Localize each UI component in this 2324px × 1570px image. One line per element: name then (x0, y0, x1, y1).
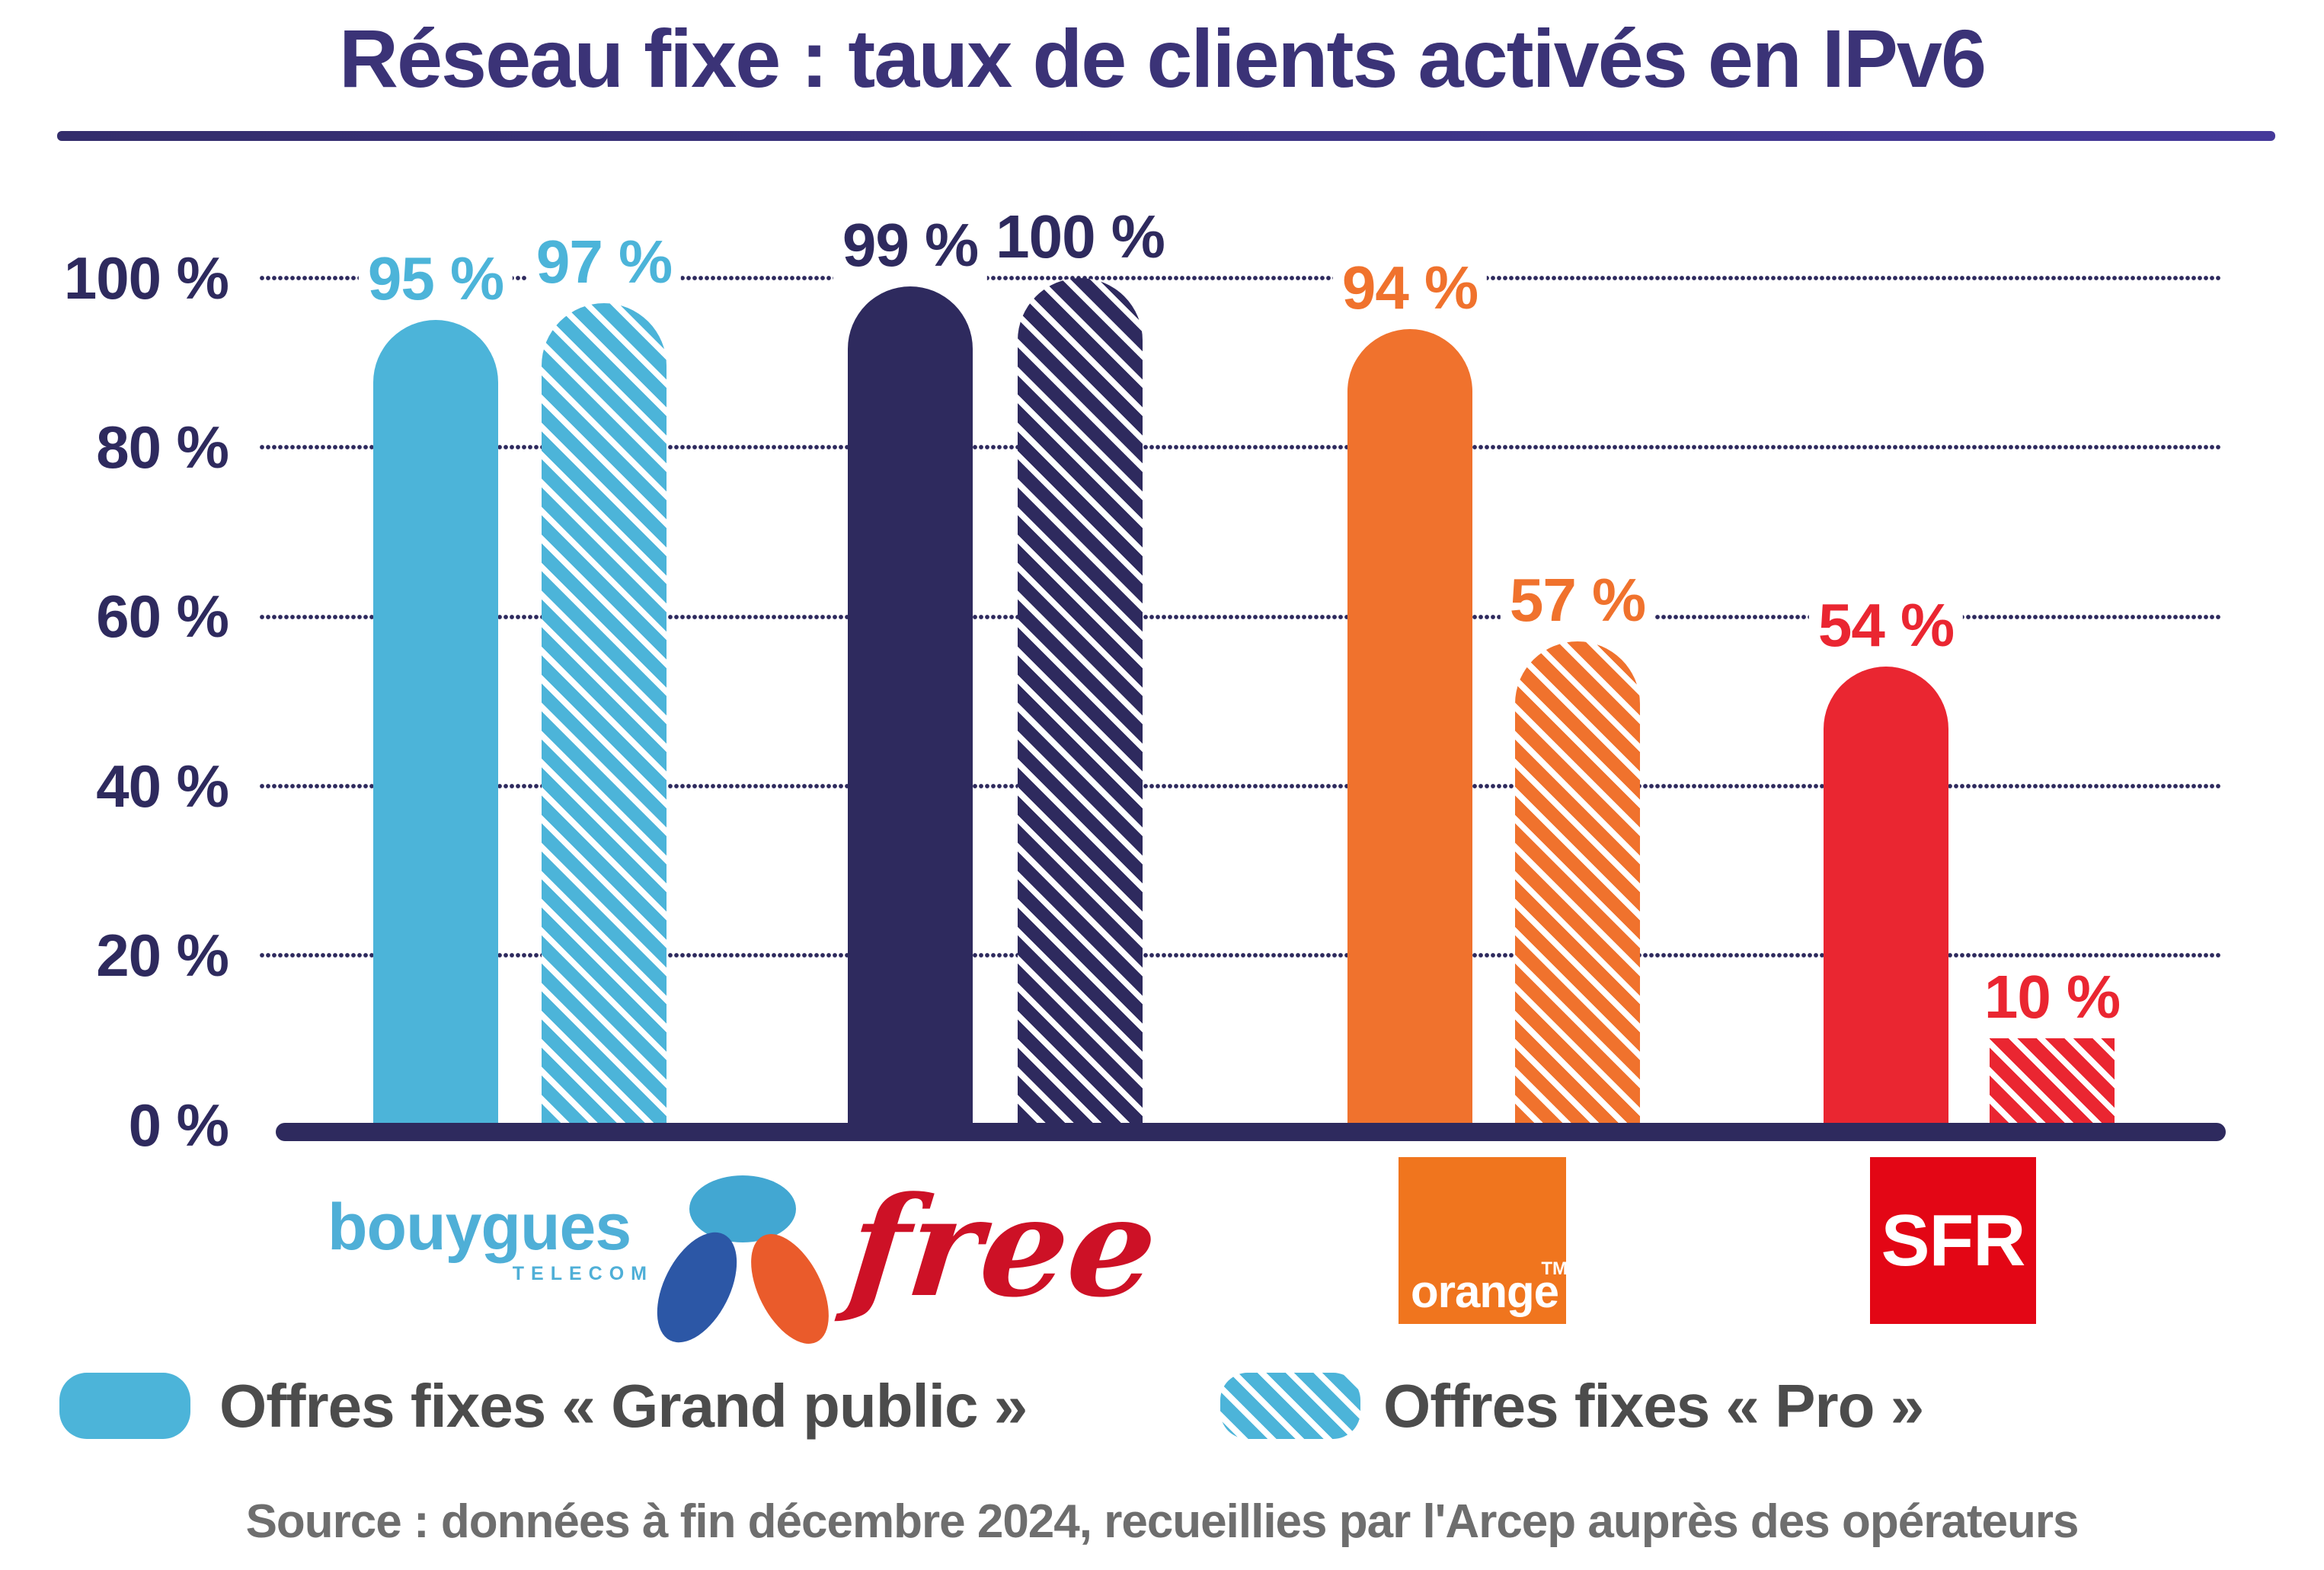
orange-wordmark: orange (1411, 1266, 1559, 1317)
legend-label-grand-public: Offres fixes « Grand public » (219, 1372, 1028, 1440)
bar-value-label: 99 % (833, 209, 988, 282)
bar-value-label: 100 % (986, 200, 1174, 273)
y-axis-label-80: 80 % (96, 414, 229, 481)
bar-orange-grand-public (1347, 329, 1472, 1123)
gridline-100 (259, 275, 2220, 281)
gridline-60 (259, 614, 2220, 620)
gridline-40 (259, 783, 2220, 789)
bar-value-label: 97 % (526, 225, 682, 299)
bar-value-label: 10 % (1974, 961, 2130, 1034)
gridline-20 (259, 952, 2220, 958)
bar-free-grand-public (848, 286, 973, 1123)
bar-value-label: 54 % (1808, 589, 1964, 662)
bouygues-petal-blue-icon (689, 1175, 796, 1242)
bar-sfr-grand-public (1824, 667, 1948, 1123)
bouygues-telecom-logo: bouygues TELECOM (328, 1173, 845, 1364)
legend-swatch-pro (1220, 1373, 1360, 1439)
bar-value-label: 94 % (1332, 251, 1488, 325)
bouygues-telecom-label: TELECOM (512, 1263, 654, 1284)
bar-orange-pro (1515, 641, 1640, 1123)
bar-bouygues-telecom-pro (542, 303, 667, 1123)
gridline-80 (259, 444, 2220, 450)
bouygues-wordmark: bouygues (328, 1191, 631, 1264)
y-axis-label-60: 60 % (96, 583, 229, 650)
bar-free-pro (1018, 278, 1143, 1123)
y-axis-label-20: 20 % (96, 922, 229, 989)
y-axis-label-40: 40 % (96, 753, 229, 820)
y-axis-label-0: 0 % (128, 1092, 229, 1159)
bar-value-label: 57 % (1500, 564, 1655, 637)
title-underline (57, 131, 2275, 141)
bar-sfr-pro (1990, 1038, 2115, 1123)
x-axis-line (276, 1123, 2226, 1141)
free-logo: free (842, 1167, 1165, 1328)
legend-label-pro: Offres fixes « Pro » (1383, 1372, 1924, 1440)
bar-value-label: 95 % (358, 242, 513, 315)
bouygues-emblem-icon (641, 1173, 845, 1357)
sfr-logo: SFR (1870, 1157, 2036, 1324)
orange-logo: orange TM (1399, 1157, 1568, 1324)
y-axis-label-100: 100 % (63, 245, 229, 312)
legend-swatch-grand-public (59, 1373, 190, 1439)
page-title: Réseau fixe : taux de clients activés en… (338, 12, 1987, 104)
source-note: Source : données à fin décembre 2024, re… (245, 1495, 2079, 1548)
orange-trademark-symbol: TM (1541, 1258, 1568, 1279)
bar-bouygues-telecom-grand-public (373, 320, 498, 1123)
